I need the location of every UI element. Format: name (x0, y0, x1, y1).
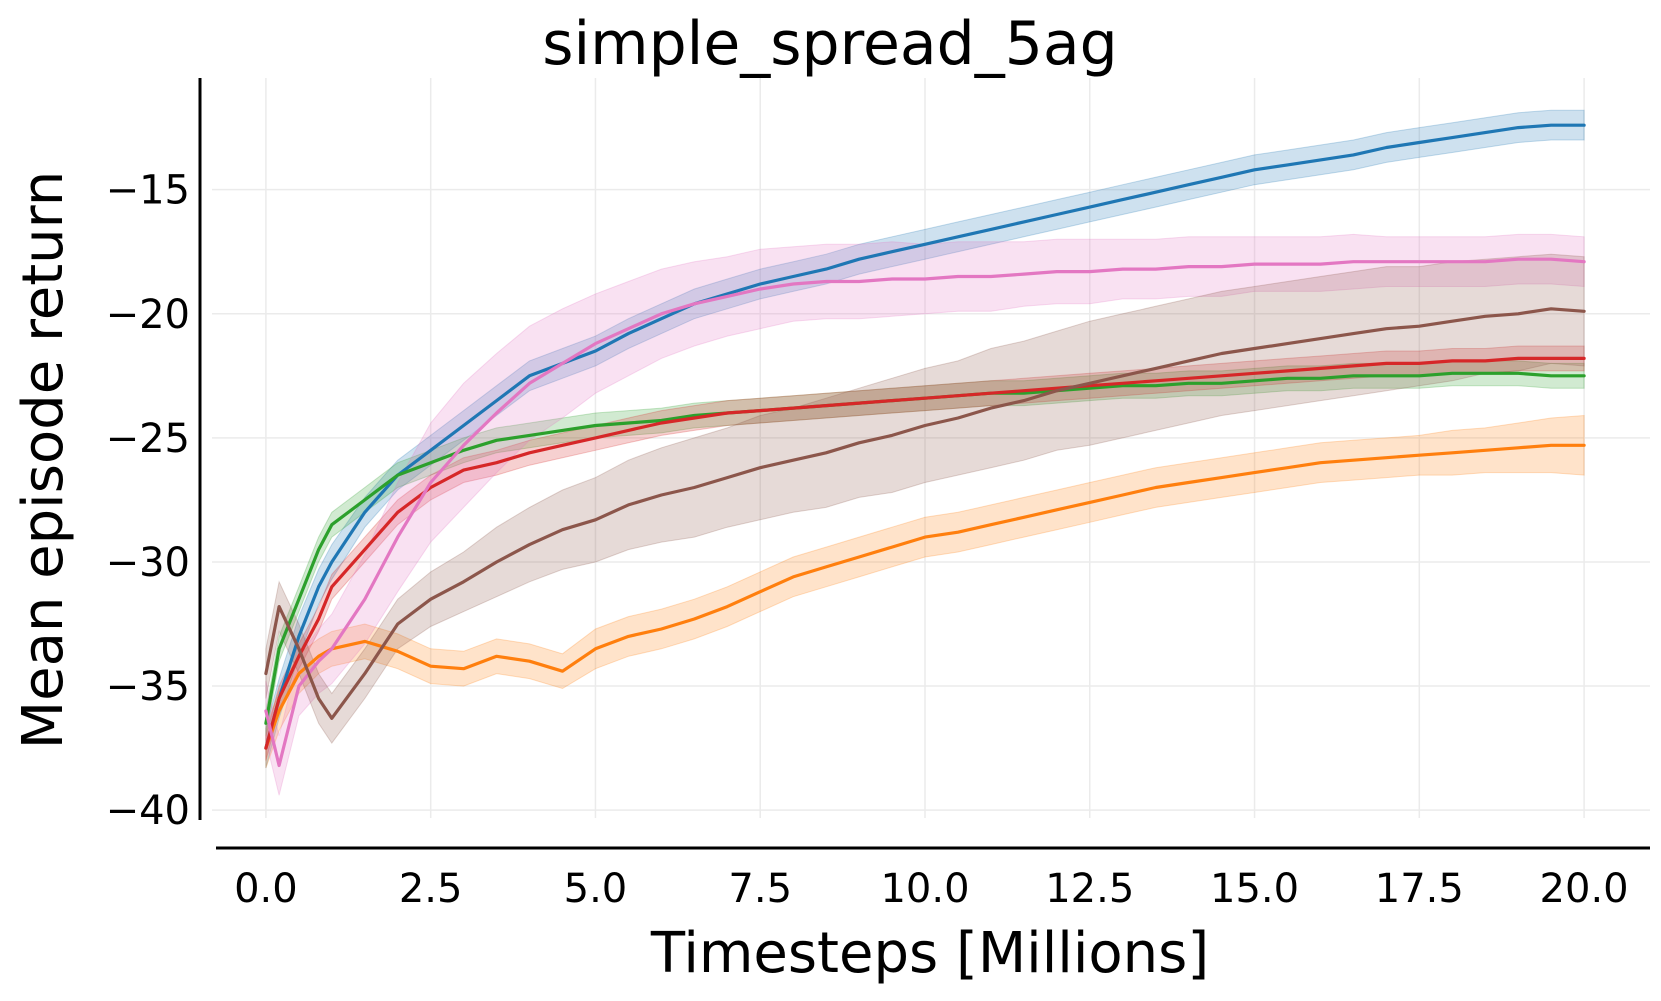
y-tick-label-4: −20 (106, 292, 190, 338)
y-tick-label-2: −30 (106, 540, 190, 586)
x-tick-label-1: 2.5 (399, 866, 463, 912)
x-tick-label-6: 15.0 (1210, 866, 1299, 912)
series-5-line (264, 307, 1586, 720)
band-layer (265, 109, 1585, 796)
series-4-line (264, 257, 1586, 768)
series-1-line (264, 443, 1586, 750)
series-4-band (265, 233, 1585, 796)
series-0-line (264, 123, 1586, 750)
y-tick-label-3: −25 (106, 416, 190, 462)
grid-layer (212, 78, 1650, 818)
series-3-band (265, 345, 1585, 761)
series-1-band (265, 414, 1585, 769)
x-axis-label: Timesteps [Millions] (650, 921, 1209, 986)
y-tick-label-0: −40 (106, 788, 190, 834)
y-axis-label: Mean episode return (11, 171, 76, 749)
x-tick-label-4: 10.0 (880, 866, 969, 912)
series-3-line (264, 356, 1586, 750)
series-0-band (265, 109, 1585, 769)
x-tick-label-5: 12.5 (1045, 866, 1134, 912)
series-2-band (265, 360, 1585, 736)
x-tick-label-3: 7.5 (728, 866, 792, 912)
axes-layer (198, 78, 1650, 850)
line-layer (264, 123, 1586, 768)
y-tick-label-5: −15 (106, 168, 190, 214)
x-tick-label-7: 17.5 (1375, 866, 1464, 912)
x-tick-label-8: 20.0 (1540, 866, 1629, 912)
chart-title: simple_spread_5ag (542, 9, 1118, 79)
x-tick-label-2: 5.0 (564, 866, 628, 912)
y-tick-label-1: −35 (106, 664, 190, 710)
series-5-band (265, 253, 1585, 744)
x-tick-label-0: 0.0 (234, 866, 298, 912)
tick-layer: 0.0 2.5 5.0 7.5 10.0 12.5 15.0 17.5 20.0 −40 −35 −3… (106, 168, 1629, 912)
